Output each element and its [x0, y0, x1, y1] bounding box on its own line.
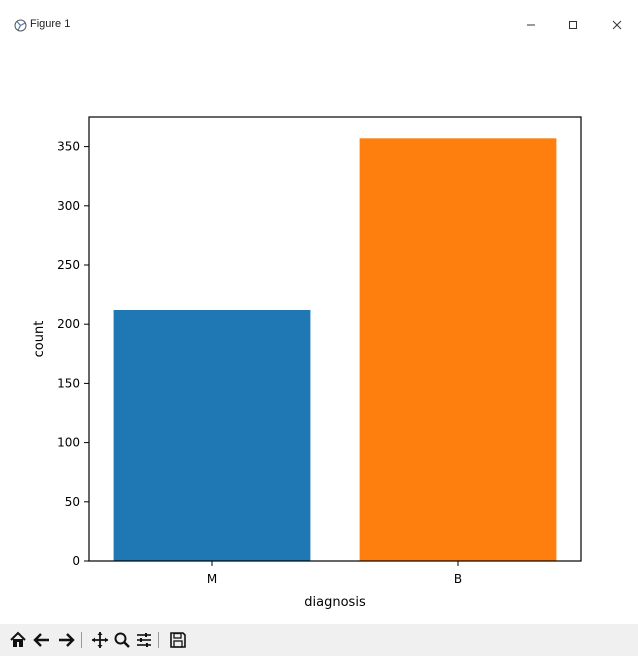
pan-button[interactable]	[90, 628, 110, 652]
y-tick-label: 0	[72, 554, 80, 568]
x-tick-label: B	[454, 572, 462, 586]
window-title: Figure 1	[30, 18, 71, 30]
arrow-left-icon	[33, 633, 49, 647]
home-button[interactable]	[8, 628, 28, 652]
figure-canvas: 0 50 100 150 200 250 300 350 M B diagnosis count	[0, 46, 638, 616]
sliders-icon	[137, 633, 151, 647]
y-tick-label: 100	[57, 436, 80, 450]
matplotlib-logo-icon	[14, 19, 27, 32]
configure-subplots-button[interactable]	[134, 628, 154, 652]
y-tick-label: 250	[57, 258, 80, 272]
minimize-icon	[527, 24, 535, 26]
maximize-icon	[569, 21, 577, 29]
plot-area-frame	[88, 116, 582, 562]
bar-M	[113, 309, 311, 561]
arrow-right-icon	[59, 633, 75, 647]
y-tick-label: 350	[57, 140, 80, 154]
maximize-button[interactable]	[558, 14, 588, 36]
y-tick-label: 300	[57, 199, 80, 213]
forward-button[interactable]	[56, 628, 76, 652]
y-axis-label: count	[32, 321, 47, 358]
move-icon	[92, 632, 108, 648]
back-button[interactable]	[32, 628, 52, 652]
home-icon	[10, 631, 26, 647]
floppy-icon	[170, 632, 186, 648]
y-tick-label: 200	[57, 317, 80, 331]
title-bar: Figure 1	[0, 0, 638, 47]
y-tick-label: 150	[57, 376, 80, 390]
toolbar-separator	[158, 632, 159, 648]
minimize-button[interactable]	[516, 14, 546, 36]
zoom-button[interactable]	[112, 628, 132, 652]
x-axis-label: diagnosis	[304, 595, 366, 610]
close-button[interactable]	[602, 14, 632, 36]
navigation-toolbar	[0, 624, 638, 656]
magnifier-icon	[114, 632, 130, 648]
y-tick-label: 50	[65, 495, 80, 509]
save-button[interactable]	[168, 628, 188, 652]
x-tick-label: M	[207, 572, 217, 586]
close-icon	[612, 20, 622, 30]
toolbar-separator	[81, 632, 82, 648]
bar-chart: 0 50 100 150 200 250 300 350 M B diagnosis count	[32, 116, 582, 610]
bar-B	[359, 138, 557, 561]
